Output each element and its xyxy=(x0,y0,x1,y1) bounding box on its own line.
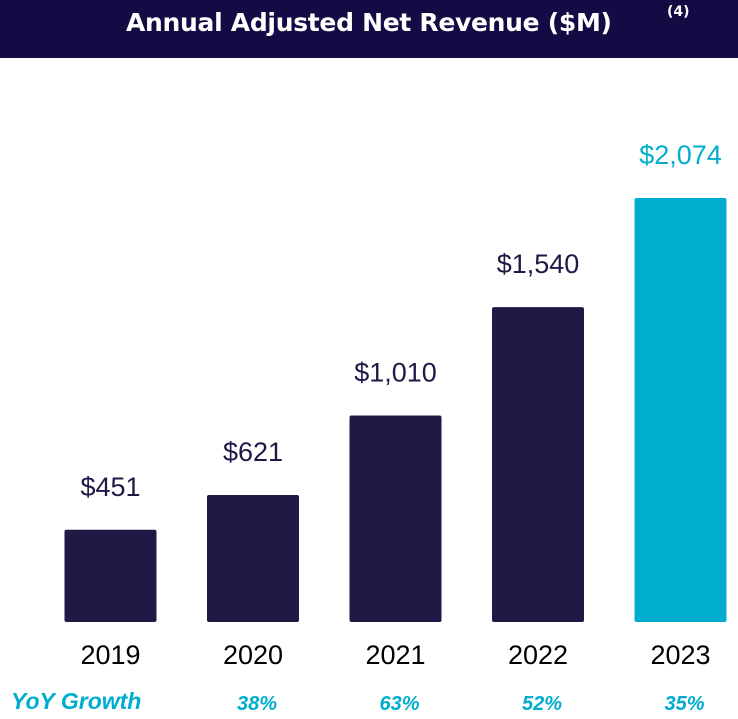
growth-label-2020: 38% xyxy=(237,693,277,715)
bar-2023 xyxy=(634,198,727,622)
tick-label-2019: 2019 xyxy=(80,640,140,670)
value-label-2021: $1,010 xyxy=(354,358,437,388)
yoy-growth-label: YoY Growth xyxy=(11,688,142,714)
tick-label-2023: 2023 xyxy=(650,640,710,670)
tick-label-2022: 2022 xyxy=(508,640,568,670)
growth-label-2023: 35% xyxy=(664,693,704,715)
chart-title: Annual Adjusted Net Revenue ($M) xyxy=(126,8,612,37)
value-label-2020: $621 xyxy=(223,437,283,467)
growth-label-2022: 52% xyxy=(522,693,562,715)
growth-label-2021: 63% xyxy=(379,693,419,715)
bar-2019 xyxy=(64,529,157,622)
bar-2022 xyxy=(492,307,584,622)
value-label-2023: $2,074 xyxy=(639,140,722,170)
value-label-2022: $1,540 xyxy=(497,249,580,279)
chart-header: Annual Adjusted Net Revenue ($M) (4) xyxy=(0,0,738,58)
title-footnote: (4) xyxy=(667,4,690,20)
tick-label-2020: 2020 xyxy=(223,640,283,670)
bar-2020 xyxy=(207,495,299,622)
bar-2021 xyxy=(349,415,442,622)
value-label-2019: $451 xyxy=(80,472,140,502)
tick-label-2021: 2021 xyxy=(365,640,425,670)
